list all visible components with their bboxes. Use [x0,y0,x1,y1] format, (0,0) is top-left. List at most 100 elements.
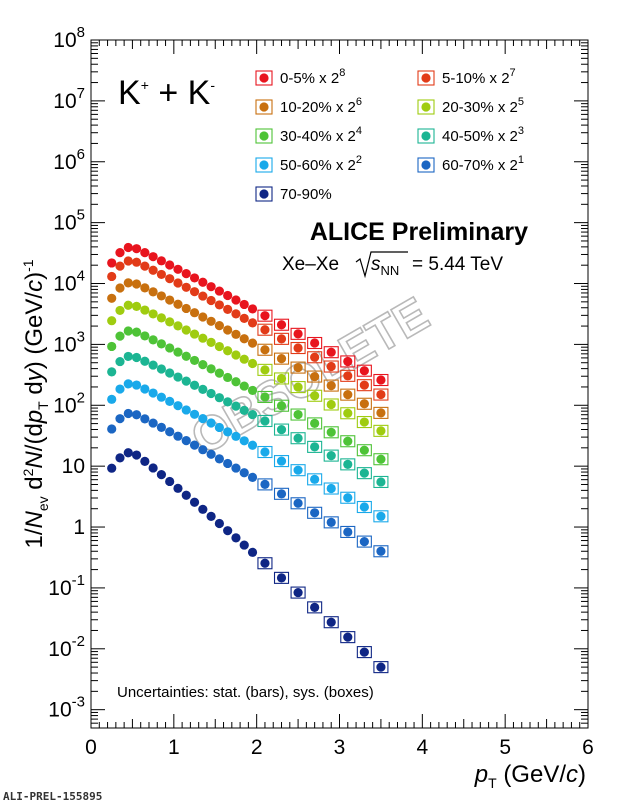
legend-marker [259,160,269,170]
data-point [165,396,175,407]
data-point [326,427,336,437]
data-point [115,414,125,424]
data-point [343,356,353,367]
data-point [156,339,167,349]
data-point [206,449,216,459]
data-point [223,427,233,437]
sys-box [273,423,290,436]
data-point [276,424,287,435]
data-point [214,321,224,331]
data-point [326,517,336,527]
data-point [181,268,191,279]
legend-label: 60-70% x 21 [442,154,524,174]
data-point [206,364,216,374]
data-point [310,474,320,484]
data-point [359,536,369,547]
data-point [376,662,386,672]
data-point [156,291,167,301]
sys-box [323,379,339,392]
sys-box [373,453,389,466]
data-point [239,334,249,344]
data-point [115,356,125,367]
sys-box [340,525,356,539]
data-point [326,347,336,357]
series [107,379,389,523]
legend-box [255,70,273,86]
data-point [247,547,258,557]
y-tick-label: 10 [62,455,85,478]
sys-box [373,475,389,489]
data-layer [107,242,389,674]
data-point [310,442,320,452]
data-point [231,401,241,411]
svg-text:Xe–Xe: Xe–Xe [282,254,339,275]
data-point [293,433,303,443]
data-point [131,257,142,267]
data-point [214,368,224,378]
x-tick-label: 0 [85,736,97,759]
data-point [343,527,353,537]
data-point [173,431,183,441]
sys-box [323,516,339,529]
data-point [247,385,258,396]
data-point [206,316,216,326]
sys-box [373,424,389,437]
data-point [326,483,336,494]
data-point [359,468,369,478]
data-point [276,456,287,466]
data-point [189,287,200,297]
sys-box [340,388,356,401]
sys-box [373,661,389,674]
sys-box [290,497,306,510]
sys-box [273,571,290,584]
y-tick-label: 102 [53,389,85,417]
legend-label: 40-50% x 23 [442,125,524,145]
sys-box [373,388,389,401]
series [107,242,389,387]
data-point [189,409,200,419]
series [107,300,389,437]
data-point [247,338,258,348]
y-tick-label: 10-3 [48,694,85,722]
y-tick-labels: 10-3 10-2 10-1 1 10 102 103 104 105 106 107 108 [48,24,85,722]
legend-box [417,70,435,86]
data-point [223,372,233,383]
data-point [198,277,208,287]
legend-box [255,157,273,173]
legend-item: 70-90% [255,186,332,203]
data-point [343,408,353,418]
sys-box [356,500,372,514]
collision-energy-label: Xe–Xe sNN = 5.44 TeV [282,251,503,279]
data-point [231,295,241,305]
sys-box [257,390,273,404]
sys-box [257,323,273,336]
x-tick-label: 6 [582,736,594,759]
data-point [148,287,158,297]
data-point [181,303,191,314]
data-point [231,533,241,543]
legend-item: 0-5% x 28 [255,67,345,87]
sys-box [273,487,290,500]
data-point [206,337,216,347]
data-point [165,427,175,437]
data-point [107,367,117,377]
data-point [131,352,142,363]
sys-box [340,369,356,382]
data-point [181,405,191,415]
data-point [148,252,158,262]
data-point [140,305,150,315]
x-axis-title: pT (GeV/c) [474,761,586,791]
series [107,278,389,419]
data-point [189,380,200,390]
data-point [343,459,353,469]
data-point [107,293,117,303]
sys-box [323,426,339,439]
data-point [115,248,125,258]
data-point [359,399,369,409]
data-point [189,308,200,318]
y-axis-title: 1/Nev d2N/(dpT dy) (GeV/c)-1 [20,259,51,548]
data-point [173,483,183,493]
data-point [260,311,270,321]
data-point [165,317,175,327]
